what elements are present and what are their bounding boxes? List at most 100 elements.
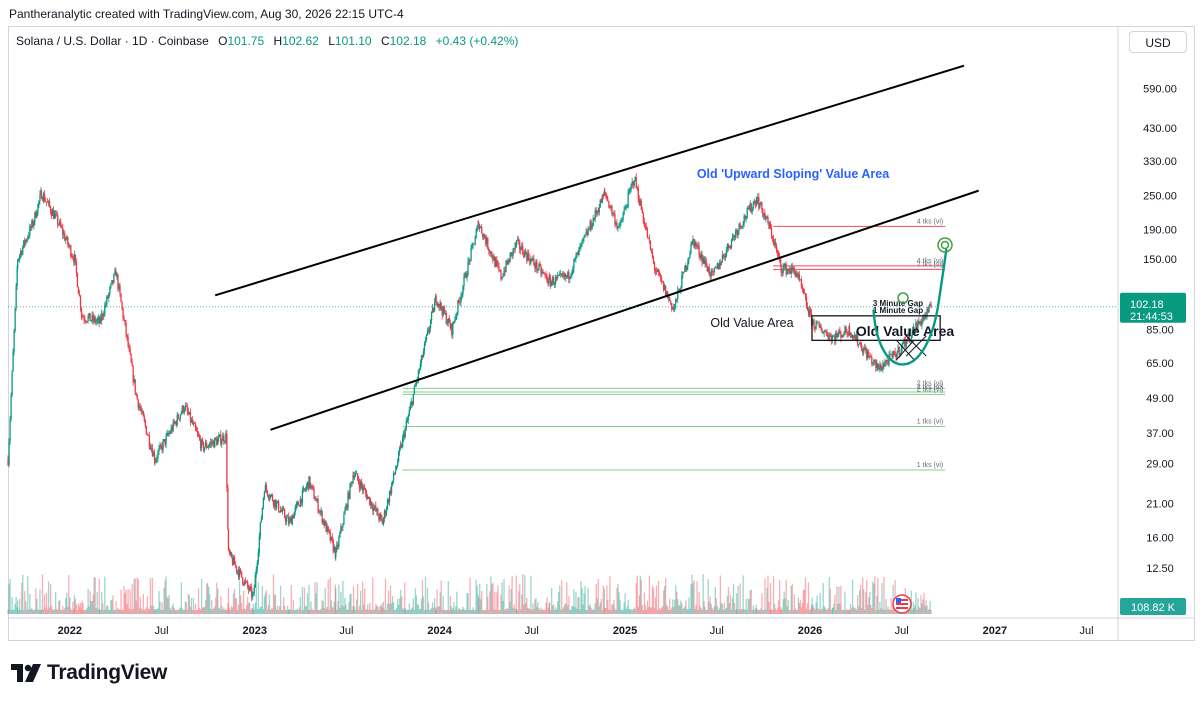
- projection-curve[interactable]: [872, 248, 948, 366]
- volume-bar: [869, 592, 871, 614]
- volume-bar: [562, 608, 564, 614]
- volume-bar: [29, 593, 31, 614]
- candle-body: [199, 438, 202, 449]
- candle-body: [299, 498, 302, 507]
- currency-button[interactable]: USD: [1129, 31, 1187, 53]
- candle-body: [487, 238, 489, 249]
- flag-stripe: [896, 607, 908, 609]
- candle-body: [663, 285, 666, 291]
- volume-bar: [770, 609, 773, 614]
- candle-body: [533, 258, 535, 265]
- volume-bar: [131, 583, 133, 614]
- volume-bar: [738, 609, 740, 614]
- volume-bar: [836, 586, 838, 614]
- symbol-legend[interactable]: Solana / U.S. Dollar · 1D · Coinbase O10…: [16, 34, 518, 48]
- candle-body: [592, 218, 594, 227]
- volume-bar: [49, 584, 52, 614]
- volume-bar: [129, 589, 131, 614]
- candle-body: [25, 239, 27, 245]
- candle-body: [867, 351, 869, 359]
- volume-bar: [722, 609, 725, 614]
- candle-body: [710, 269, 712, 277]
- volume-bar: [479, 583, 481, 614]
- volume-bar: [580, 580, 582, 614]
- volume-bar: [176, 609, 178, 614]
- candle-body: [457, 300, 459, 313]
- candle-body: [144, 420, 146, 427]
- candle-body: [421, 355, 424, 358]
- candle-body: [662, 281, 665, 291]
- candle-body: [216, 439, 218, 445]
- y-tick-label: 250.00: [1143, 190, 1177, 202]
- volume-bar: [99, 609, 101, 614]
- volume-bar: [128, 608, 130, 614]
- candle-body: [9, 418, 11, 442]
- volume-bar: [120, 589, 122, 614]
- candle-body: [880, 364, 882, 371]
- candle-body: [505, 260, 507, 272]
- candle-body: [418, 369, 421, 371]
- volume-bar: [268, 594, 271, 614]
- volume-bar: [780, 609, 782, 614]
- candle-body: [548, 276, 551, 278]
- candle-body: [675, 299, 677, 305]
- volume-bar: [856, 595, 859, 614]
- volume-bar: [451, 609, 453, 614]
- volume-bar: [895, 609, 897, 614]
- volume-bar: [544, 609, 546, 614]
- volume-bar: [346, 609, 348, 614]
- candle-body: [746, 208, 748, 218]
- candle-body: [67, 236, 69, 245]
- volume-bar: [588, 605, 590, 614]
- channel-upper-line[interactable]: [214, 64, 965, 297]
- volume-bar: [247, 596, 249, 614]
- candle-body: [52, 210, 55, 219]
- volume-bar: [280, 609, 283, 614]
- candle-body: [455, 315, 457, 320]
- candle-body: [185, 405, 188, 407]
- value-area-box[interactable]: [811, 315, 941, 341]
- volume-bar: [551, 588, 553, 614]
- volume-bar: [805, 608, 808, 614]
- candle-body: [873, 360, 875, 363]
- candle-body: [522, 245, 524, 254]
- candle-body: [289, 517, 291, 521]
- candle-body: [715, 267, 717, 269]
- candle-body: [549, 277, 552, 286]
- volume-bar: [241, 609, 244, 614]
- volume-bar: [332, 607, 334, 614]
- volume-bar: [474, 609, 476, 614]
- volume-bar: [727, 587, 730, 614]
- candle-body: [39, 194, 41, 201]
- candle-body: [201, 439, 204, 443]
- target-marker-small-icon[interactable]: [897, 292, 909, 304]
- y-tick-label: 590.00: [1143, 84, 1177, 96]
- volume-bar: [841, 609, 843, 614]
- candle-body: [295, 504, 297, 508]
- target-marker-icon[interactable]: [937, 237, 953, 253]
- volume-bar: [358, 605, 361, 614]
- candle-body: [827, 336, 829, 340]
- candle-body: [160, 444, 162, 446]
- tradingview-brand[interactable]: TradingView: [11, 659, 167, 687]
- volume-bar: [339, 607, 341, 614]
- candle-body: [887, 361, 889, 365]
- candle-body: [34, 211, 36, 222]
- candle-body: [446, 323, 448, 324]
- candle-body: [355, 473, 358, 475]
- volume-bar: [863, 589, 865, 614]
- candle-body: [305, 486, 308, 490]
- candle-body: [135, 392, 137, 395]
- candle-body: [371, 501, 373, 508]
- channel-lower-line[interactable]: [270, 189, 979, 431]
- volume-bar: [711, 607, 713, 614]
- candle-body: [393, 472, 396, 474]
- volume-bar: [620, 609, 622, 614]
- candle-body: [466, 275, 468, 278]
- candle-body: [413, 386, 416, 395]
- volume-bar: [886, 609, 888, 614]
- symbol-name[interactable]: Solana / U.S. Dollar · 1D · Coinbase: [16, 34, 209, 48]
- volume-bar: [452, 607, 454, 614]
- candle-body: [273, 499, 276, 506]
